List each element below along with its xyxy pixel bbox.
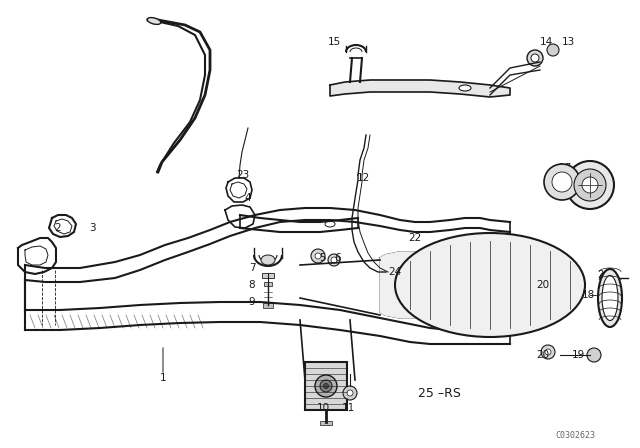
Text: 7: 7 (249, 263, 255, 273)
Circle shape (347, 390, 353, 396)
Circle shape (574, 169, 606, 201)
Circle shape (552, 172, 572, 192)
Text: 16: 16 (584, 163, 596, 173)
Text: 25 –RS: 25 –RS (418, 387, 461, 400)
Circle shape (541, 345, 555, 359)
Bar (262, 273, 274, 278)
Text: 13: 13 (561, 37, 575, 47)
Circle shape (331, 257, 337, 263)
Ellipse shape (602, 276, 618, 320)
Text: 9: 9 (249, 297, 255, 307)
Circle shape (315, 253, 321, 259)
Text: 1: 1 (160, 373, 166, 383)
Text: 22: 22 (408, 233, 422, 243)
Text: 17: 17 (558, 163, 572, 173)
Circle shape (545, 285, 551, 291)
Text: 8: 8 (249, 280, 255, 290)
Text: 14: 14 (540, 37, 552, 47)
Circle shape (600, 272, 612, 284)
Circle shape (547, 44, 559, 56)
Text: 10: 10 (316, 403, 330, 413)
Circle shape (587, 348, 601, 362)
Circle shape (566, 161, 614, 209)
Ellipse shape (598, 269, 622, 327)
Circle shape (343, 386, 357, 400)
Polygon shape (330, 80, 510, 97)
Text: 6: 6 (335, 253, 341, 263)
Circle shape (545, 349, 551, 355)
Text: C0302623: C0302623 (555, 431, 595, 439)
Text: 15: 15 (328, 37, 340, 47)
Text: 18: 18 (581, 290, 595, 300)
Circle shape (328, 254, 340, 266)
Ellipse shape (320, 380, 332, 392)
Polygon shape (380, 252, 450, 318)
Text: 12: 12 (356, 173, 370, 183)
Text: 4: 4 (244, 193, 252, 203)
Circle shape (386, 269, 392, 275)
Ellipse shape (323, 383, 328, 388)
Text: 2: 2 (54, 223, 61, 233)
Text: 11: 11 (341, 403, 355, 413)
Bar (264, 282, 272, 286)
Text: 5: 5 (319, 253, 325, 263)
Ellipse shape (315, 375, 337, 397)
Circle shape (527, 50, 543, 66)
Text: 3: 3 (89, 223, 95, 233)
Circle shape (541, 281, 555, 295)
Ellipse shape (325, 221, 335, 227)
Circle shape (531, 54, 539, 62)
Text: 24: 24 (388, 267, 402, 277)
Bar (263, 303, 273, 308)
Text: 19: 19 (572, 350, 584, 360)
Bar (320, 421, 332, 425)
Circle shape (544, 164, 580, 200)
Text: 20: 20 (536, 280, 550, 290)
Ellipse shape (261, 255, 275, 265)
Circle shape (582, 177, 598, 193)
Ellipse shape (395, 233, 585, 337)
Circle shape (382, 265, 396, 279)
Text: 21: 21 (597, 270, 611, 280)
Bar (380, 264, 398, 280)
Bar (305, 362, 347, 410)
Circle shape (311, 249, 325, 263)
Ellipse shape (147, 17, 161, 25)
Text: 20: 20 (536, 350, 550, 360)
Ellipse shape (459, 85, 471, 91)
Text: 23: 23 (236, 170, 250, 180)
